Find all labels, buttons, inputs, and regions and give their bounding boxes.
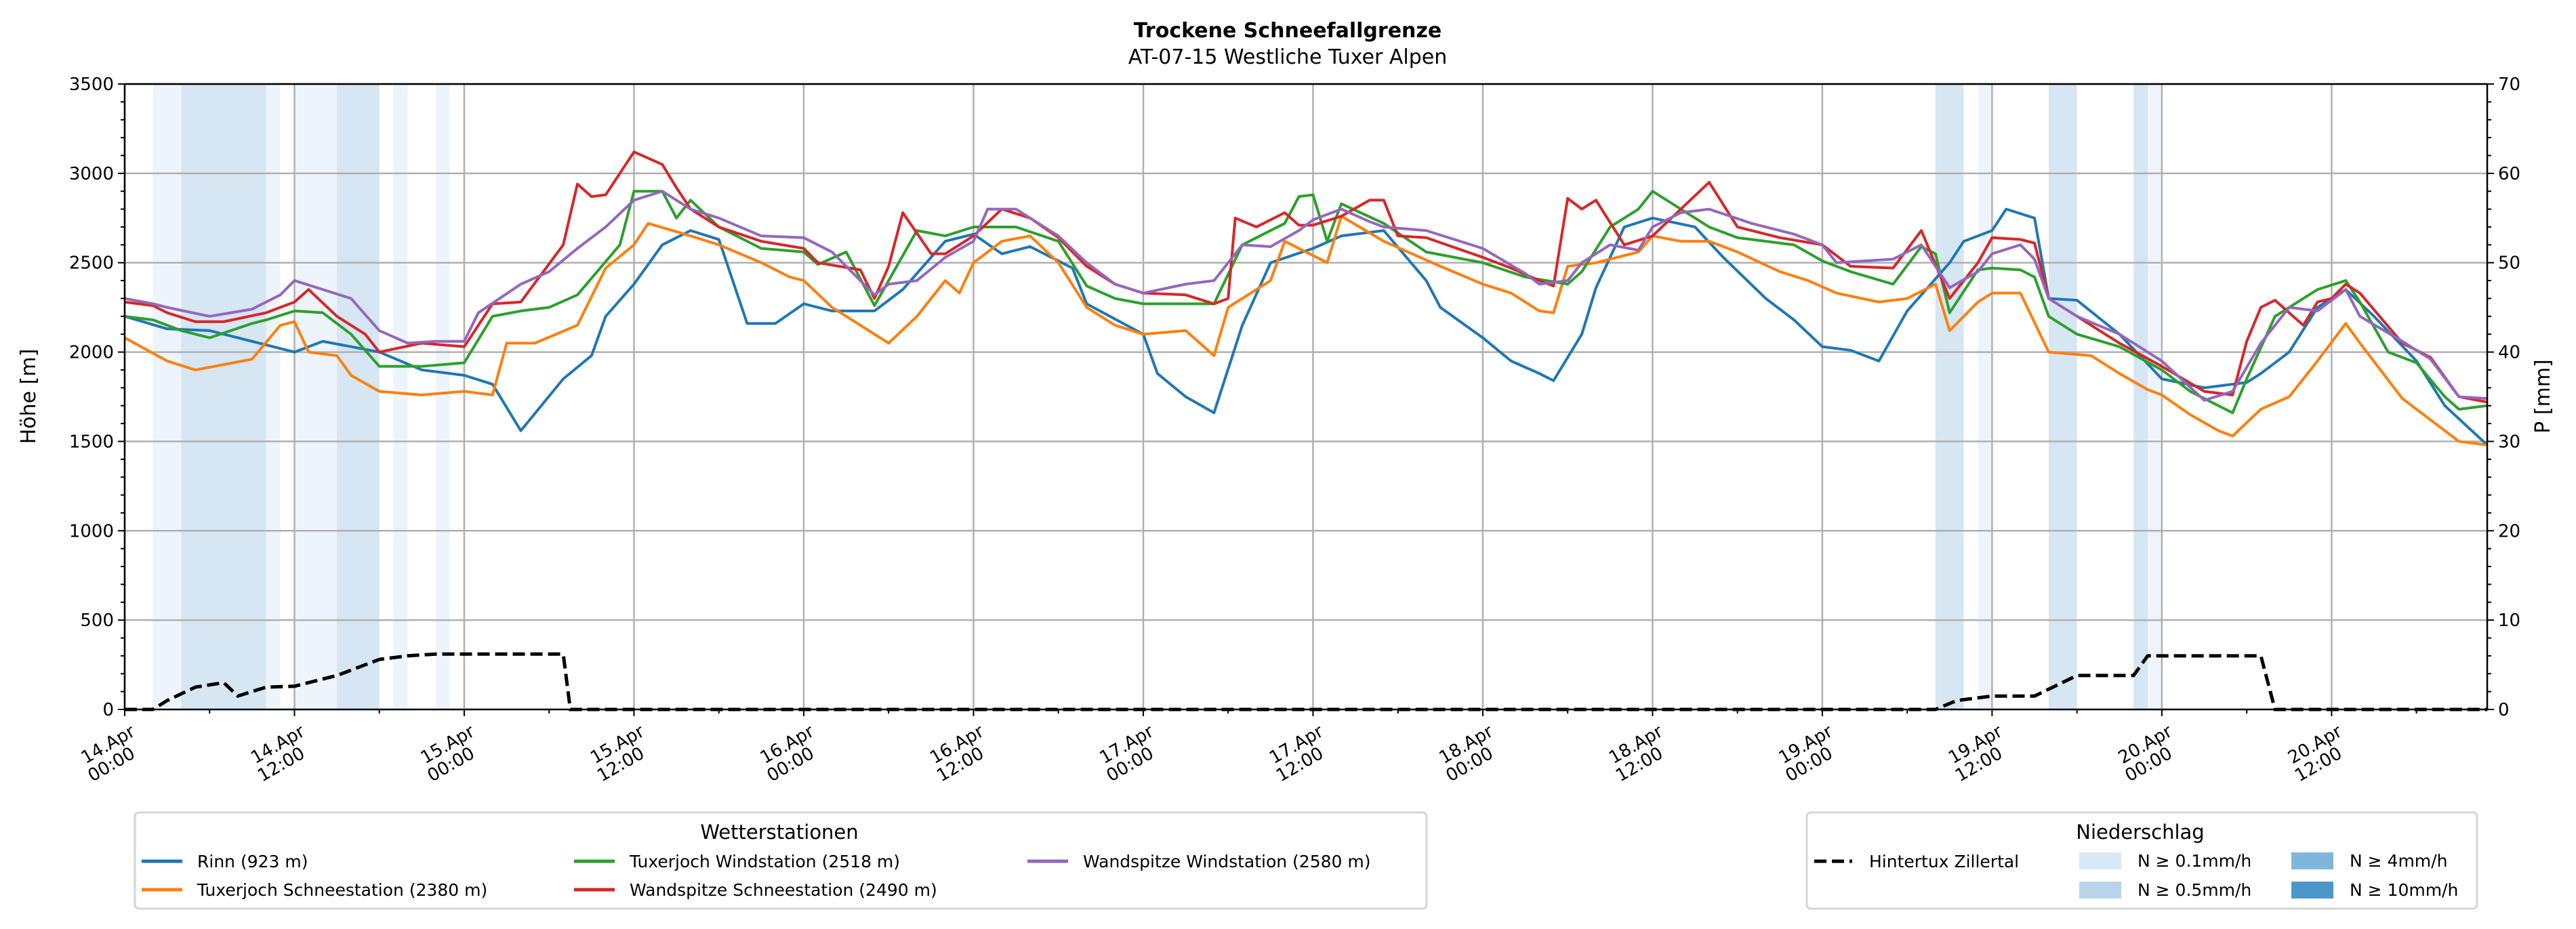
precip-band [2133,84,2148,709]
precip-cumulative-line [125,652,2487,711]
plot-frame [123,83,2489,711]
y2-tick-label: 50 [2498,253,2520,274]
chart-subtitle: AT-07-15 Westliche Tuxer Alpen [1128,45,1448,69]
legend-entry: Tuxerjoch Schneestation (2380 m) [197,880,487,900]
series-lines [124,150,2489,711]
y2-tick-label: 30 [2498,432,2520,452]
legend-entry: Rinn (923 m) [197,852,308,871]
y-tick-label: 1000 [69,521,114,541]
series-line-1 [124,215,2488,447]
y2-tick-label: 10 [2498,611,2520,631]
precip-band [294,84,338,709]
legend-entry: N ≥ 0.5mm/h [2138,880,2251,900]
legend-title: Wetterstationen [700,821,858,844]
legend-patch-2 [2291,852,2333,869]
precip-band [2148,84,2162,709]
legend-entry: Hintertux Zillertal [1869,852,2019,871]
legend-title: Niederschlag [2076,821,2204,844]
precip-band [152,84,182,709]
precip-band [1935,84,1964,709]
series-line-0 [124,207,2489,447]
y2-tick-label: 20 [2498,521,2520,541]
legend-patch-3 [2291,882,2333,899]
y2-axis-label: P [mm] [2531,359,2555,433]
y-axis-label: Höhe [m] [17,349,41,445]
y2-tick-label: 70 [2498,75,2520,95]
legend-patch-0 [2079,852,2121,869]
y-tick-label: 3500 [69,75,114,95]
y-tick-label: 0 [102,700,114,720]
series-line-4 [124,190,2488,402]
y-tick-label: 2500 [69,253,114,274]
series-line-3 [124,150,2488,404]
legend-patch-1 [2079,882,2121,899]
y-tick-label: 3000 [69,164,114,184]
legend-entry: Wandspitze Schneestation (2490 m) [630,880,937,900]
y2-tick-label: 40 [2498,343,2520,363]
legend-precip: Niederschlag Hintertux Zillertal N ≥ 0.1mm… [1805,811,2478,910]
legend-stations: Wetterstationen Rinn (923 m) Tuxerjoch Sch… [134,811,1428,910]
y-tick-label: 500 [80,611,114,631]
legend-entry: N ≥ 4mm/h [2350,851,2447,871]
precip-band [266,84,281,709]
chart-title: Trockene Schneefallgrenze [1134,19,1442,43]
legend-entry: N ≥ 0.1mm/h [2138,851,2251,871]
precip-band [436,84,451,709]
precip-band [337,84,380,709]
precip-band [1978,84,1992,709]
precip-band [393,84,408,709]
legend-entry: Tuxerjoch Windstation (2518 m) [629,852,900,871]
y2-tick-label: 60 [2498,164,2520,184]
legend-entry: Wandspitze Windstation (2580 m) [1083,852,1371,871]
precip-band [2048,84,2077,709]
legend-entry: N ≥ 10mm/h [2350,880,2458,900]
gridlines [123,83,2487,711]
precip-band [181,84,266,709]
precip-bands [152,84,2162,709]
y-tick-label: 2000 [69,343,114,363]
legend-box [134,811,1428,910]
y2-tick-label: 0 [2498,700,2510,720]
y-tick-label: 1500 [69,432,114,452]
